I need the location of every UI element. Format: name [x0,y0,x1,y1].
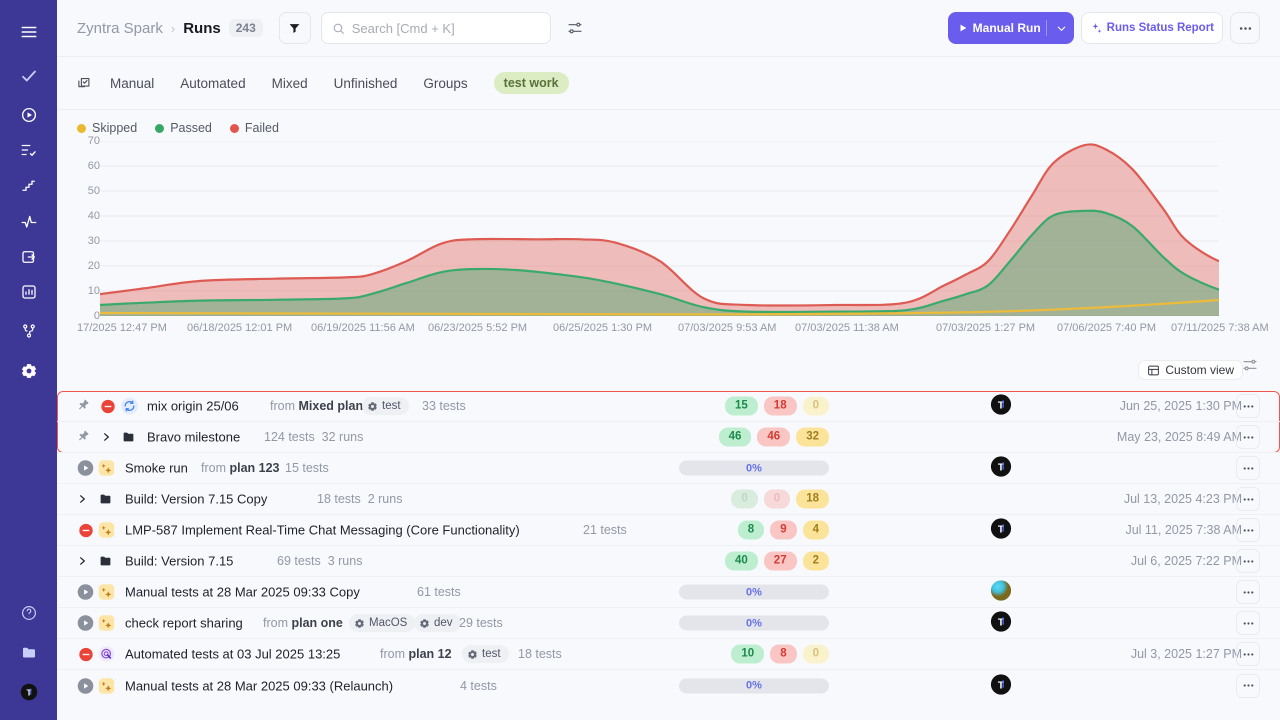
svg-text:T: T [998,401,1005,412]
svg-text:T: T [998,463,1005,474]
svg-text:T: T [998,618,1005,629]
svg-text:T: T [998,525,1005,536]
svg-text:T: T [998,680,1005,691]
